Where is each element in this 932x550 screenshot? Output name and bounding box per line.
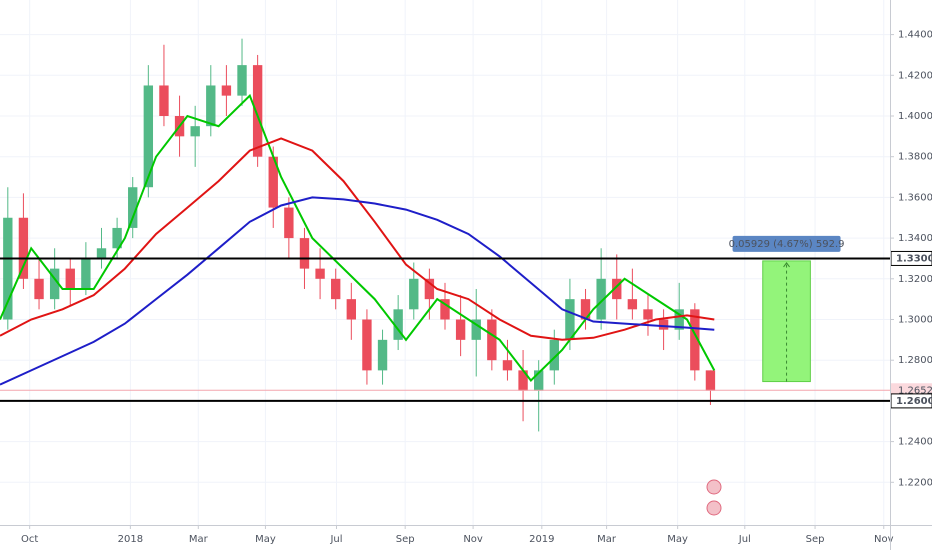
candle-body: [159, 85, 169, 116]
x-tick-label: Sep: [396, 534, 415, 545]
x-tick-label: Mar: [189, 534, 209, 545]
candle-body: [643, 309, 653, 320]
last-price-label: 1.26523: [898, 385, 932, 396]
event-icon: [706, 479, 722, 495]
candle-body: [346, 299, 356, 320]
candle-body: [128, 187, 138, 228]
candle-body: [34, 278, 44, 300]
candle-body: [674, 309, 684, 330]
x-tick-label: Mar: [597, 534, 617, 545]
y-tick-label: 1.34000: [898, 233, 932, 244]
candle-body: [81, 258, 91, 289]
candle-body: [206, 85, 216, 127]
y-tick-label: 1.36000: [898, 192, 932, 203]
candle-body: [96, 248, 107, 259]
x-tick-label: Jul: [329, 534, 342, 545]
x-tick-label: May: [667, 534, 688, 545]
candle-body: [518, 370, 528, 391]
x-tick-label: Sep: [806, 534, 825, 545]
y-tick-label: 1.30000: [898, 314, 932, 325]
event-icons: [706, 479, 722, 516]
x-tick-label: May: [255, 534, 276, 545]
y-tick-label: 1.28000: [898, 355, 932, 366]
moving-average-line: [0, 196, 715, 386]
candle-body: [690, 309, 700, 371]
candle-body: [565, 299, 575, 340]
candle-body: [268, 156, 278, 208]
y-tick-label: 1.42000: [898, 70, 932, 81]
x-tick-label: Jul: [738, 534, 751, 545]
y-tick-label: 1.24000: [898, 437, 932, 448]
measure-label: 0.05929 (4.67%) 592.9: [729, 239, 845, 250]
x-tick-label: 2019: [529, 534, 554, 545]
x-tick-label: Nov: [463, 534, 483, 545]
candle-body: [487, 319, 497, 361]
candle-body: [596, 278, 606, 320]
level-label: 1.33000: [896, 253, 932, 264]
y-tick-label: 1.32000: [898, 274, 932, 285]
candle-body: [705, 370, 716, 391]
candle-body: [252, 65, 263, 157]
candle-body: [190, 126, 200, 137]
candle-body: [221, 85, 232, 96]
candle-body: [362, 319, 372, 371]
measure-arrowhead: [783, 262, 790, 268]
candle-body: [612, 278, 622, 300]
candle-body: [112, 227, 122, 249]
candle-body: [284, 207, 294, 239]
y-tick-label: 1.40000: [898, 111, 932, 122]
candle-body: [549, 339, 559, 371]
candle-body: [534, 370, 544, 391]
candle-body: [471, 319, 481, 340]
candle-body: [627, 299, 638, 310]
candle-body: [658, 319, 669, 330]
candle-body: [440, 299, 450, 320]
candle-body: [502, 360, 513, 371]
candle-body: [331, 278, 341, 300]
candle-body: [237, 65, 247, 96]
candle-body: [315, 268, 325, 279]
x-tick-label: Oct: [21, 534, 38, 545]
measure-label-bg: [732, 235, 841, 252]
y-tick-label: 1.38000: [898, 152, 932, 163]
candle-body: [393, 309, 403, 340]
candle-body: [49, 268, 60, 300]
candle-body: [3, 217, 13, 320]
candle-body: [143, 85, 154, 188]
x-tick-label: 2018: [118, 534, 143, 545]
moving-average-line: [0, 93, 716, 383]
candle-body: [455, 319, 466, 340]
event-icon: [706, 500, 722, 516]
candle-body: [409, 278, 419, 310]
candle-body: [299, 238, 310, 269]
candle-body: [580, 299, 591, 320]
candle-body: [18, 217, 29, 279]
candle-body: [65, 268, 75, 289]
y-tick-label: 1.22000: [898, 477, 932, 488]
candle-body: [424, 278, 435, 300]
level-label: 1.26000: [896, 396, 932, 407]
x-tick-label: Nov: [874, 534, 894, 545]
candle-body: [377, 339, 388, 371]
y-tick-label: 1.44000: [898, 30, 932, 41]
